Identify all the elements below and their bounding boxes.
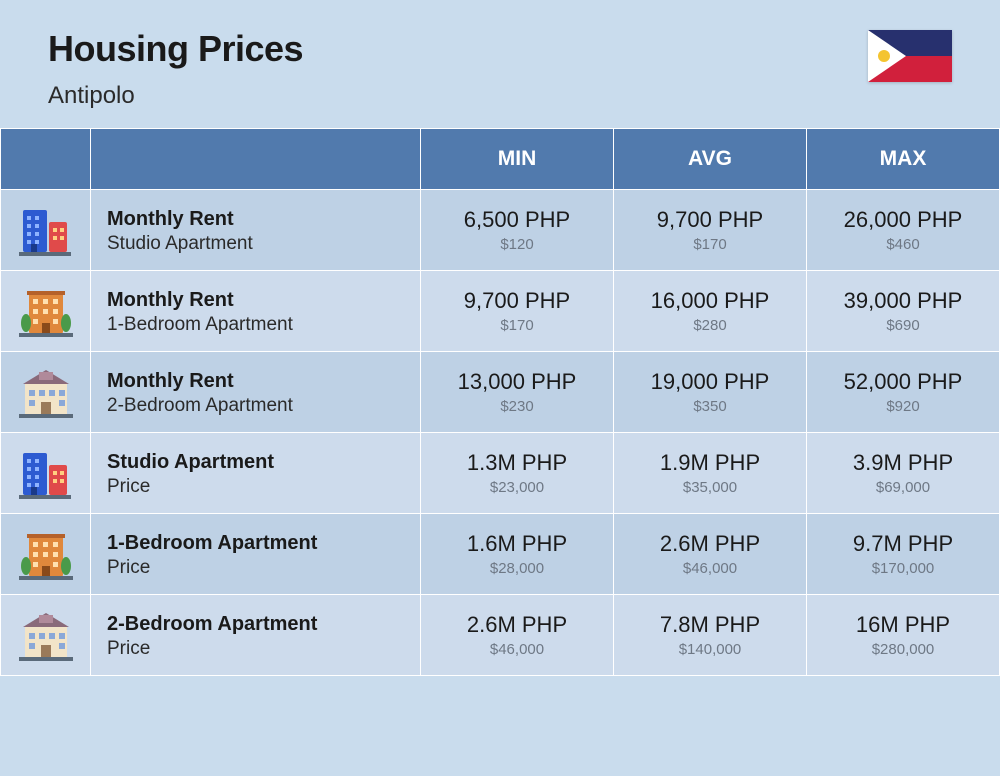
value-php: 39,000 PHP <box>807 288 999 314</box>
value-php: 9,700 PHP <box>421 288 613 314</box>
value-min: 9,700 PHP$170 <box>421 271 614 352</box>
value-php: 13,000 PHP <box>421 369 613 395</box>
house-icon <box>1 352 91 433</box>
value-max: 26,000 PHP$460 <box>807 190 1000 271</box>
value-max: 52,000 PHP$920 <box>807 352 1000 433</box>
value-usd: $350 <box>614 397 806 417</box>
housing-price-table: MIN AVG MAX Monthly RentStudio Apartment… <box>0 128 1000 676</box>
page-subtitle: Antipolo <box>48 82 303 110</box>
row-label: 1-Bedroom ApartmentPrice <box>91 514 421 595</box>
value-min: 2.6M PHP$46,000 <box>421 595 614 676</box>
header-avg: AVG <box>614 129 807 190</box>
value-usd: $170,000 <box>807 559 999 579</box>
value-php: 1.9M PHP <box>614 450 806 476</box>
buildings-icon <box>1 190 91 271</box>
value-usd: $46,000 <box>614 559 806 579</box>
buildings-icon <box>1 433 91 514</box>
value-max: 3.9M PHP$69,000 <box>807 433 1000 514</box>
value-avg: 9,700 PHP$170 <box>614 190 807 271</box>
value-usd: $120 <box>421 235 613 255</box>
table-row: Monthly Rent1-Bedroom Apartment9,700 PHP… <box>1 271 1000 352</box>
value-php: 16,000 PHP <box>614 288 806 314</box>
row-subtitle: Price <box>107 556 420 580</box>
value-usd: $140,000 <box>614 640 806 660</box>
row-subtitle: 2-Bedroom Apartment <box>107 394 420 418</box>
value-php: 9,700 PHP <box>614 207 806 233</box>
header-blank-icon <box>1 129 91 190</box>
value-php: 7.8M PHP <box>614 612 806 638</box>
value-min: 1.6M PHP$28,000 <box>421 514 614 595</box>
value-min: 6,500 PHP$120 <box>421 190 614 271</box>
value-usd: $46,000 <box>421 640 613 660</box>
table-header-row: MIN AVG MAX <box>1 129 1000 190</box>
table-row: Studio ApartmentPrice1.3M PHP$23,0001.9M… <box>1 433 1000 514</box>
header: Housing Prices Antipolo <box>0 0 1000 128</box>
value-usd: $28,000 <box>421 559 613 579</box>
value-php: 16M PHP <box>807 612 999 638</box>
value-php: 52,000 PHP <box>807 369 999 395</box>
value-avg: 19,000 PHP$350 <box>614 352 807 433</box>
row-subtitle: Studio Apartment <box>107 232 420 256</box>
value-min: 13,000 PHP$230 <box>421 352 614 433</box>
title-block: Housing Prices Antipolo <box>48 28 303 110</box>
value-avg: 2.6M PHP$46,000 <box>614 514 807 595</box>
row-label: 2-Bedroom ApartmentPrice <box>91 595 421 676</box>
value-max: 39,000 PHP$690 <box>807 271 1000 352</box>
value-usd: $280,000 <box>807 640 999 660</box>
value-php: 2.6M PHP <box>614 531 806 557</box>
value-max: 9.7M PHP$170,000 <box>807 514 1000 595</box>
row-title: 1-Bedroom Apartment <box>107 531 420 556</box>
row-title: Monthly Rent <box>107 288 420 313</box>
value-usd: $35,000 <box>614 478 806 498</box>
row-label: Monthly RentStudio Apartment <box>91 190 421 271</box>
row-title: Monthly Rent <box>107 369 420 394</box>
row-title: 2-Bedroom Apartment <box>107 612 420 637</box>
row-title: Monthly Rent <box>107 207 420 232</box>
value-php: 2.6M PHP <box>421 612 613 638</box>
page-title: Housing Prices <box>48 28 303 70</box>
row-subtitle: Price <box>107 637 420 661</box>
table-row: Monthly Rent2-Bedroom Apartment13,000 PH… <box>1 352 1000 433</box>
value-usd: $170 <box>614 235 806 255</box>
row-label: Studio ApartmentPrice <box>91 433 421 514</box>
table-row: 2-Bedroom ApartmentPrice2.6M PHP$46,0007… <box>1 595 1000 676</box>
row-subtitle: Price <box>107 475 420 499</box>
value-usd: $460 <box>807 235 999 255</box>
flag-philippines-icon <box>868 30 952 82</box>
value-avg: 7.8M PHP$140,000 <box>614 595 807 676</box>
header-max: MAX <box>807 129 1000 190</box>
row-subtitle: 1-Bedroom Apartment <box>107 313 420 337</box>
value-usd: $920 <box>807 397 999 417</box>
value-php: 1.3M PHP <box>421 450 613 476</box>
row-label: Monthly Rent1-Bedroom Apartment <box>91 271 421 352</box>
value-usd: $230 <box>421 397 613 417</box>
table-row: 1-Bedroom ApartmentPrice1.6M PHP$28,0002… <box>1 514 1000 595</box>
row-label: Monthly Rent2-Bedroom Apartment <box>91 352 421 433</box>
row-title: Studio Apartment <box>107 450 420 475</box>
value-avg: 1.9M PHP$35,000 <box>614 433 807 514</box>
value-min: 1.3M PHP$23,000 <box>421 433 614 514</box>
value-usd: $690 <box>807 316 999 336</box>
value-usd: $69,000 <box>807 478 999 498</box>
value-php: 9.7M PHP <box>807 531 999 557</box>
value-php: 19,000 PHP <box>614 369 806 395</box>
value-php: 1.6M PHP <box>421 531 613 557</box>
house-icon <box>1 595 91 676</box>
value-usd: $280 <box>614 316 806 336</box>
apartment-block-icon <box>1 271 91 352</box>
value-php: 3.9M PHP <box>807 450 999 476</box>
table-row: Monthly RentStudio Apartment6,500 PHP$12… <box>1 190 1000 271</box>
apartment-block-icon <box>1 514 91 595</box>
value-usd: $23,000 <box>421 478 613 498</box>
value-avg: 16,000 PHP$280 <box>614 271 807 352</box>
value-php: 6,500 PHP <box>421 207 613 233</box>
value-php: 26,000 PHP <box>807 207 999 233</box>
value-usd: $170 <box>421 316 613 336</box>
value-max: 16M PHP$280,000 <box>807 595 1000 676</box>
header-blank-label <box>91 129 421 190</box>
header-min: MIN <box>421 129 614 190</box>
